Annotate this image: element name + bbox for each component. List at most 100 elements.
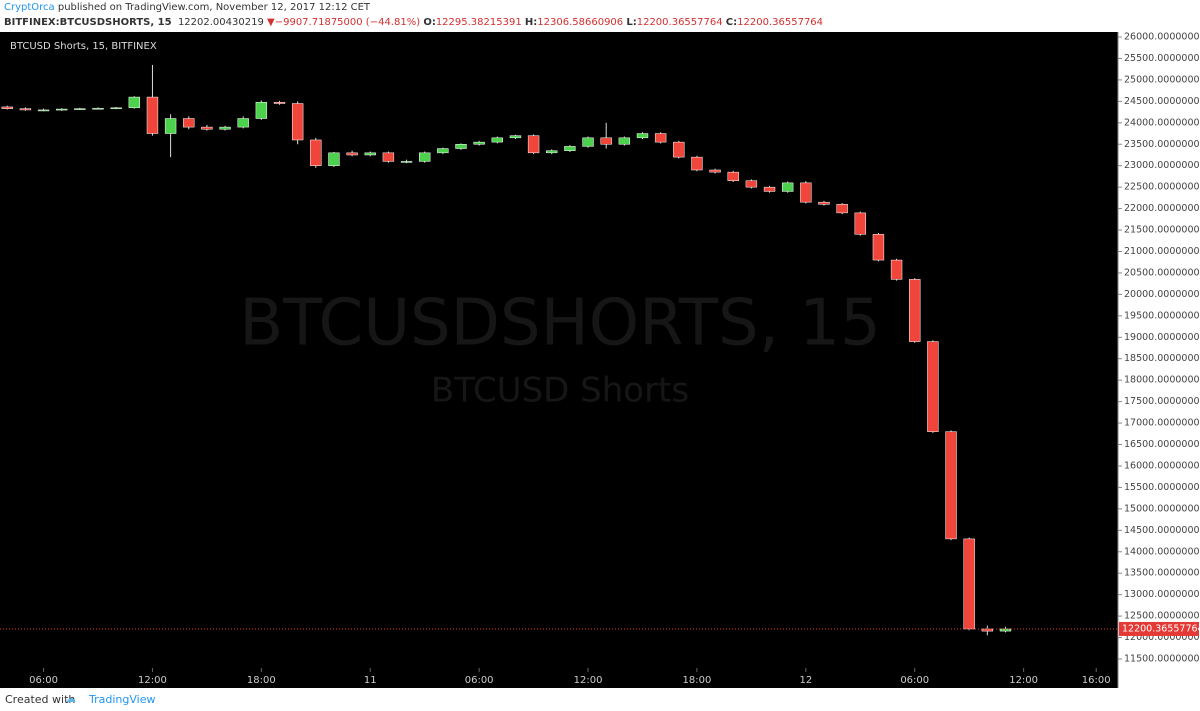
y-tick-label: 15500.00000000 xyxy=(1124,482,1200,493)
candle-body xyxy=(219,126,231,130)
candle-body xyxy=(56,108,68,111)
candle-body xyxy=(673,141,685,158)
x-tick-label: 06:00 xyxy=(29,675,58,686)
candle-body xyxy=(92,107,104,110)
chart-title: BTCUSD Shorts, 15, BITFINEX xyxy=(10,41,157,52)
x-tick-label: 12:00 xyxy=(138,675,167,686)
candle-body xyxy=(110,107,122,110)
footer: Created with ☁ TradingView xyxy=(0,688,1200,711)
y-tick-label: 17500.00000000 xyxy=(1124,396,1200,407)
y-tick-label: 24000.00000000 xyxy=(1124,117,1200,128)
y-tick-label: 20000.00000000 xyxy=(1124,289,1200,300)
y-tick-label: 11500.00000000 xyxy=(1124,653,1200,664)
candle-body xyxy=(291,103,304,141)
candle-body xyxy=(455,144,467,149)
candle-body xyxy=(382,152,395,162)
author[interactable]: CryptOrca xyxy=(4,2,55,13)
candle-body xyxy=(37,109,50,112)
candle-body xyxy=(1,106,13,109)
x-tick-label: 16:00 xyxy=(1082,675,1111,686)
l-label: L: xyxy=(626,17,637,28)
candle-body xyxy=(237,118,249,128)
candle-body xyxy=(872,234,885,261)
candle-body xyxy=(183,118,195,128)
candle-body xyxy=(654,133,667,143)
header: CryptOrca published on TradingView.com, … xyxy=(0,0,1200,32)
candle-body xyxy=(636,133,649,139)
candle-body xyxy=(564,146,576,151)
y-tick-label: 15000.00000000 xyxy=(1124,503,1200,514)
candle-body xyxy=(890,259,903,280)
candle-body xyxy=(818,201,830,205)
candle-body xyxy=(909,279,921,342)
candle-body xyxy=(582,137,594,147)
x-tick-label: 12:00 xyxy=(1009,675,1038,686)
symbol: BITFINEX:BTCUSDSHORTS, 15 xyxy=(4,17,172,28)
candle-body xyxy=(618,137,631,145)
y-tick-label: 21000.00000000 xyxy=(1124,246,1200,257)
o-value: 12295.38215391 xyxy=(435,17,522,28)
candle-body xyxy=(400,161,413,163)
y-tick-label: 14000.00000000 xyxy=(1124,546,1200,557)
c-value: 12200.36557764 xyxy=(737,17,824,28)
candle-body xyxy=(128,96,140,109)
y-tick-label: 24500.00000000 xyxy=(1124,96,1200,107)
candle-body xyxy=(800,182,812,203)
candle-body xyxy=(328,152,340,166)
tv-link[interactable]: TradingView xyxy=(89,693,156,706)
candle-body xyxy=(364,152,376,156)
x-tick-label: 12 xyxy=(799,675,812,686)
candle-body xyxy=(437,148,449,154)
candle-body xyxy=(600,137,612,145)
candle-body xyxy=(255,101,268,119)
candle-body xyxy=(945,431,957,540)
last-price-label: 12200.36557764 xyxy=(1122,623,1200,634)
x-tick-label: 11 xyxy=(364,675,377,686)
y-tick-label: 18500.00000000 xyxy=(1124,353,1200,364)
y-tick-label: 16000.00000000 xyxy=(1124,460,1200,471)
candle-body xyxy=(491,137,503,143)
change: −9907.71875000 (−44.81%) xyxy=(274,17,421,28)
y-tick-label: 22000.00000000 xyxy=(1124,203,1200,214)
x-tick-label: 18:00 xyxy=(683,675,712,686)
h-label: H: xyxy=(524,17,538,28)
candle-body xyxy=(927,341,939,432)
last-price-box xyxy=(1119,621,1199,636)
watermark-subtitle: BTCUSD Shorts xyxy=(431,371,689,411)
h-value: 12306.58660906 xyxy=(537,17,624,28)
arrow: ▼ xyxy=(267,17,275,28)
quote-line: BITFINEX:BTCUSDSHORTS, 15 12202.00430219… xyxy=(4,17,823,28)
x-tick-label: 12:00 xyxy=(574,675,603,686)
y-tick-label: 21500.00000000 xyxy=(1124,225,1200,236)
candle-body xyxy=(273,101,286,104)
y-tick-label: 23500.00000000 xyxy=(1124,139,1200,150)
candle-body xyxy=(346,152,358,156)
y-tick-label: 22500.00000000 xyxy=(1124,182,1200,193)
candle-body xyxy=(763,186,776,192)
tv-logo: ☁ xyxy=(65,692,76,705)
published: published on TradingView.com, November 1… xyxy=(57,2,371,13)
y-tick-label: 19000.00000000 xyxy=(1124,332,1200,343)
y-tick-label: 18000.00000000 xyxy=(1124,375,1200,386)
candle-body xyxy=(527,135,540,154)
l-value: 12200.36557764 xyxy=(636,17,723,28)
y-tick-label: 19500.00000000 xyxy=(1124,310,1200,321)
y-tick-label: 25500.00000000 xyxy=(1124,53,1200,64)
chart: BTCUSDSHORTS, 15 BTCUSD Shorts BTCUSD Sh… xyxy=(0,32,1200,688)
candle-body xyxy=(854,212,866,235)
candle-body xyxy=(963,538,975,630)
candle-body xyxy=(473,141,485,145)
price-axis-background xyxy=(1118,32,1200,688)
x-tick-label: 06:00 xyxy=(465,675,494,686)
price: 12202.00430219 xyxy=(177,17,264,28)
candle-body xyxy=(19,108,32,111)
candle-body xyxy=(74,108,86,110)
candle-body xyxy=(745,180,758,188)
c-label: C: xyxy=(725,17,738,28)
y-tick-label: 26000.00000000 xyxy=(1124,32,1200,43)
candle-body xyxy=(709,169,721,173)
y-tick-label: 13500.00000000 xyxy=(1124,568,1200,579)
y-tick-label: 17000.00000000 xyxy=(1124,418,1200,429)
candle-body xyxy=(836,204,848,214)
candle-body xyxy=(546,150,558,154)
